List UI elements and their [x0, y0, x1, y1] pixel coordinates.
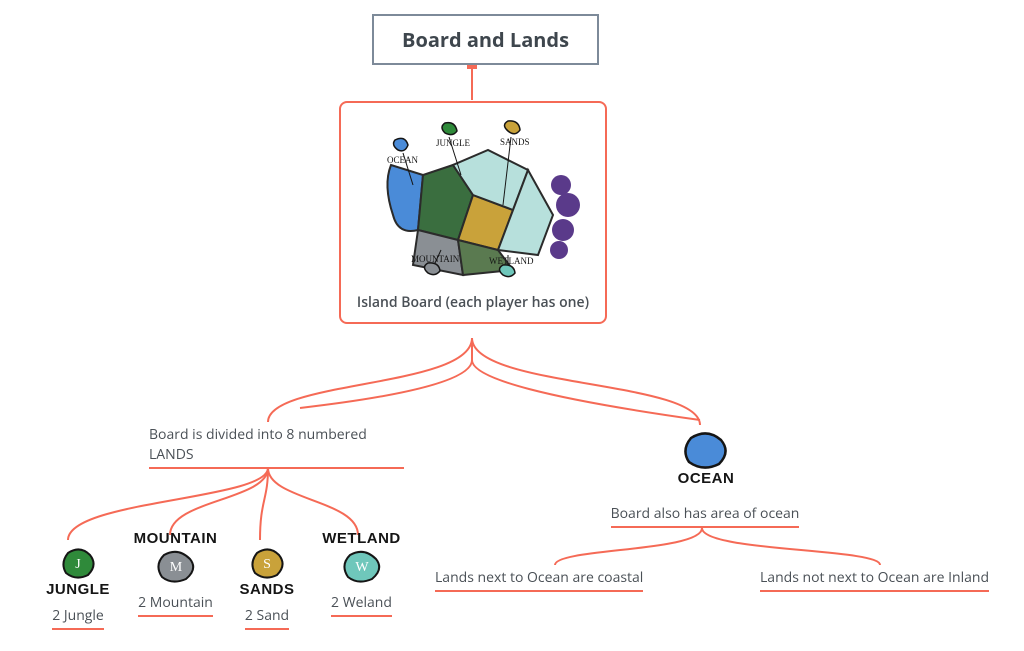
left-branch-node: Board is divided into 8 numbered LANDS [149, 425, 404, 469]
right-child-inland-label: Lands not next to Ocean are Inland [760, 568, 989, 592]
root-title: Board and Lands [402, 26, 569, 53]
wetland-icon: W [340, 547, 384, 585]
legend-jungle-label: JUNGLE [436, 138, 470, 148]
land-name-jungle: JUNGLE [38, 581, 118, 598]
land-item-sands: S SANDS 2 Sand [232, 545, 302, 630]
svg-text:W: W [355, 560, 369, 575]
ocean-label: OCEAN [676, 470, 736, 487]
left-branch-label: Board is divided into 8 numbered LANDS [149, 425, 404, 469]
land-name-mountain: MOUNTAIN [128, 530, 223, 547]
legend-wetland-label: WETLAND [489, 256, 534, 266]
land-item-mountain: MOUNTAIN M 2 Mountain [128, 530, 223, 617]
land-count-jungle: 2 Jungle [52, 606, 104, 630]
svg-text:J: J [75, 557, 81, 572]
jungle-icon: J [58, 545, 98, 581]
land-item-jungle: J JUNGLE 2 Jungle [38, 545, 118, 630]
ocean-icon [681, 430, 731, 470]
land-name-sands: SANDS [232, 581, 302, 598]
island-map-image: OCEAN JUNGLE SANDS MOUNTAIN WETLAND [363, 115, 583, 285]
land-count-mountain: 2 Mountain [138, 593, 213, 617]
ocean-node: OCEAN [676, 430, 736, 487]
land-name-wetland: WETLAND [319, 530, 404, 547]
right-branch-node: Board also has area of ocean [590, 504, 820, 528]
right-child-inland: Lands not next to Ocean are Inland [760, 568, 989, 592]
legend-ocean-label: OCEAN [387, 155, 418, 165]
right-branch-label: Board also has area of ocean [611, 504, 800, 528]
land-count-sands: 2 Sand [245, 606, 289, 630]
svg-text:M: M [169, 560, 182, 575]
legend-sands-label: SANDS [500, 137, 530, 147]
right-child-coastal-label: Lands next to Ocean are coastal [435, 568, 643, 592]
right-child-coastal: Lands next to Ocean are coastal [435, 568, 643, 592]
island-card-caption: Island Board (each player has one) [355, 293, 591, 312]
mountain-icon: M [154, 547, 198, 585]
island-board-card: OCEAN JUNGLE SANDS MOUNTAIN WETLAND Isla… [339, 101, 607, 324]
svg-text:S: S [263, 557, 271, 572]
sands-icon: S [247, 545, 287, 581]
root-title-box: Board and Lands [372, 14, 599, 65]
land-item-wetland: WETLAND W 2 Weland [319, 530, 404, 617]
land-count-wetland: 2 Weland [331, 593, 392, 617]
